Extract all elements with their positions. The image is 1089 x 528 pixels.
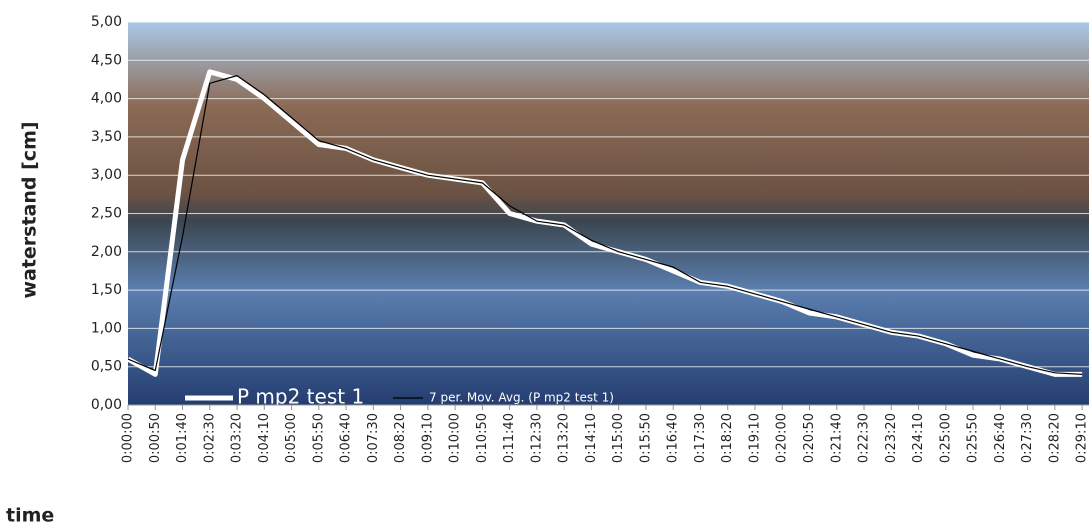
x-tick-label: 0:04:10 <box>257 413 272 463</box>
x-tick-label: 0:20:00 <box>775 413 790 463</box>
x-tick-label: 0:05:50 <box>311 413 326 463</box>
x-tick-label: 0:22:30 <box>857 413 872 463</box>
y-tick-label: 5,00 <box>91 14 122 30</box>
x-tick-label: 0:17:30 <box>693 413 708 463</box>
x-axis-label: time <box>6 505 54 527</box>
x-tick-label: 0:11:40 <box>502 413 517 463</box>
x-tick-label: 0:24:10 <box>911 413 926 463</box>
x-tick-label: 0:26:40 <box>993 413 1008 463</box>
series-line <box>127 75 1083 375</box>
legend-label: 7 per. Mov. Avg. (P mp2 test 1) <box>429 391 614 405</box>
x-tick-label: 0:15:00 <box>611 413 626 463</box>
x-tick-label: 0:25:50 <box>966 413 981 463</box>
x-tick-label: 0:01:40 <box>175 413 190 463</box>
y-tick-label: 0,00 <box>91 397 122 413</box>
x-tick-label: 0:07:30 <box>366 413 381 463</box>
x-tick-label: 0:10:00 <box>448 413 463 463</box>
x-tick-label: 0:16:40 <box>666 413 681 463</box>
x-tick-label: 0:29:10 <box>1075 413 1089 463</box>
x-tick-label: 0:13:20 <box>557 413 572 463</box>
x-tick-label: 0:00:00 <box>121 413 136 463</box>
y-tick-label: 0,50 <box>91 359 122 375</box>
x-tick-label: 0:12:30 <box>529 413 544 463</box>
x-tick-label: 0:02:30 <box>202 413 217 463</box>
x-tick-label: 0:05:00 <box>284 413 299 463</box>
y-tick-label: 4,00 <box>91 91 122 107</box>
x-tick-label: 0:00:50 <box>148 413 163 463</box>
x-tick-label: 0:20:50 <box>802 413 817 463</box>
x-tick-label: 0:09:10 <box>420 413 435 463</box>
x-tick-label: 0:23:20 <box>884 413 899 463</box>
y-tick-label: 2,00 <box>91 244 122 260</box>
y-tick-label: 1,50 <box>91 282 122 298</box>
x-tick-label: 0:15:50 <box>638 413 653 463</box>
x-tick-label: 0:25:00 <box>938 413 953 463</box>
x-tick-label: 0:03:20 <box>230 413 245 463</box>
x-tick-label: 0:19:10 <box>747 413 762 463</box>
x-tick-label: 0:28:20 <box>1047 413 1062 463</box>
x-tick-label: 0:27:30 <box>1020 413 1035 463</box>
x-tick-label: 0:18:20 <box>720 413 735 463</box>
y-axis-label: waterstand [cm] <box>19 121 41 298</box>
x-tick-label: 0:06:40 <box>339 413 354 463</box>
y-tick-label: 1,00 <box>91 320 122 336</box>
y-tick-label: 4,50 <box>91 52 122 68</box>
x-tick-label: 0:21:40 <box>829 413 844 463</box>
y-tick-label: 3,50 <box>91 129 122 145</box>
y-tick-label: 2,50 <box>91 206 122 222</box>
y-tick-label: 3,00 <box>91 167 122 183</box>
x-tick-label: 0:14:10 <box>584 413 599 463</box>
x-tick-label: 0:10:50 <box>475 413 490 463</box>
x-tick-label: 0:08:20 <box>393 413 408 463</box>
